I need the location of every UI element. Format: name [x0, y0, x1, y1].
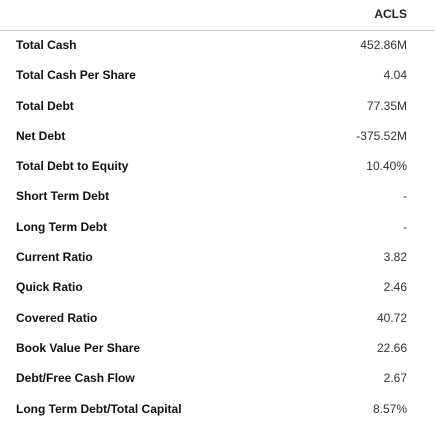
row-label: Book Value Per Share [16, 340, 141, 355]
table-row: Net Debt -375.52M [0, 122, 435, 152]
table-row: Current Ratio 3.82 [0, 243, 435, 273]
row-value: - [403, 219, 407, 234]
table-row: Short Term Debt - [0, 182, 435, 212]
row-label: Quick Ratio [16, 280, 83, 295]
row-label: Net Debt [16, 128, 66, 143]
row-value: 8.57% [372, 401, 407, 416]
table-row: Long Term Debt/Total Capital 8.57% [0, 395, 435, 425]
row-label: Covered Ratio [16, 310, 98, 325]
row-label: Total Debt to Equity [16, 159, 129, 174]
row-value: 2.46 [383, 280, 407, 295]
row-label: Total Cash Per Share [16, 68, 136, 83]
table-row: Total Debt 77.35M [0, 92, 435, 122]
table-header: ACLS [0, 0, 435, 31]
table-row: Total Debt to Equity 10.40% [0, 152, 435, 182]
table-row: Debt/Free Cash Flow 2.67 [0, 364, 435, 394]
row-label: Debt/Free Cash Flow [16, 371, 135, 386]
table-row: Quick Ratio 2.46 [0, 273, 435, 303]
row-label: Long Term Debt/Total Capital [16, 401, 182, 416]
row-value: - [403, 189, 407, 204]
table-body: Total Cash 452.86M Total Cash Per Share … [0, 31, 435, 425]
row-label: Long Term Debt [16, 219, 108, 234]
table-row: Covered Ratio 40.72 [0, 304, 435, 334]
table-row: Total Cash Per Share 4.04 [0, 61, 435, 91]
row-label: Current Ratio [16, 250, 93, 265]
row-label: Total Debt [16, 98, 74, 113]
row-value: 22.66 [376, 340, 407, 355]
table-row: Book Value Per Share 22.66 [0, 334, 435, 364]
row-value: -375.52M [356, 128, 407, 143]
table-row: Long Term Debt - [0, 213, 435, 243]
row-label: Short Term Debt [16, 189, 110, 204]
ticker-column-header: ACLS [374, 7, 407, 21]
row-value: 452.86M [360, 38, 407, 52]
row-label: Total Cash [16, 38, 77, 52]
row-value: 40.72 [376, 310, 407, 325]
row-value: 4.04 [383, 68, 407, 83]
row-value: 2.67 [383, 371, 407, 386]
table-row: Total Cash 452.86M [0, 31, 435, 61]
row-value: 10.40% [366, 159, 407, 174]
row-value: 3.82 [383, 250, 407, 265]
row-value: 77.35M [366, 98, 407, 113]
